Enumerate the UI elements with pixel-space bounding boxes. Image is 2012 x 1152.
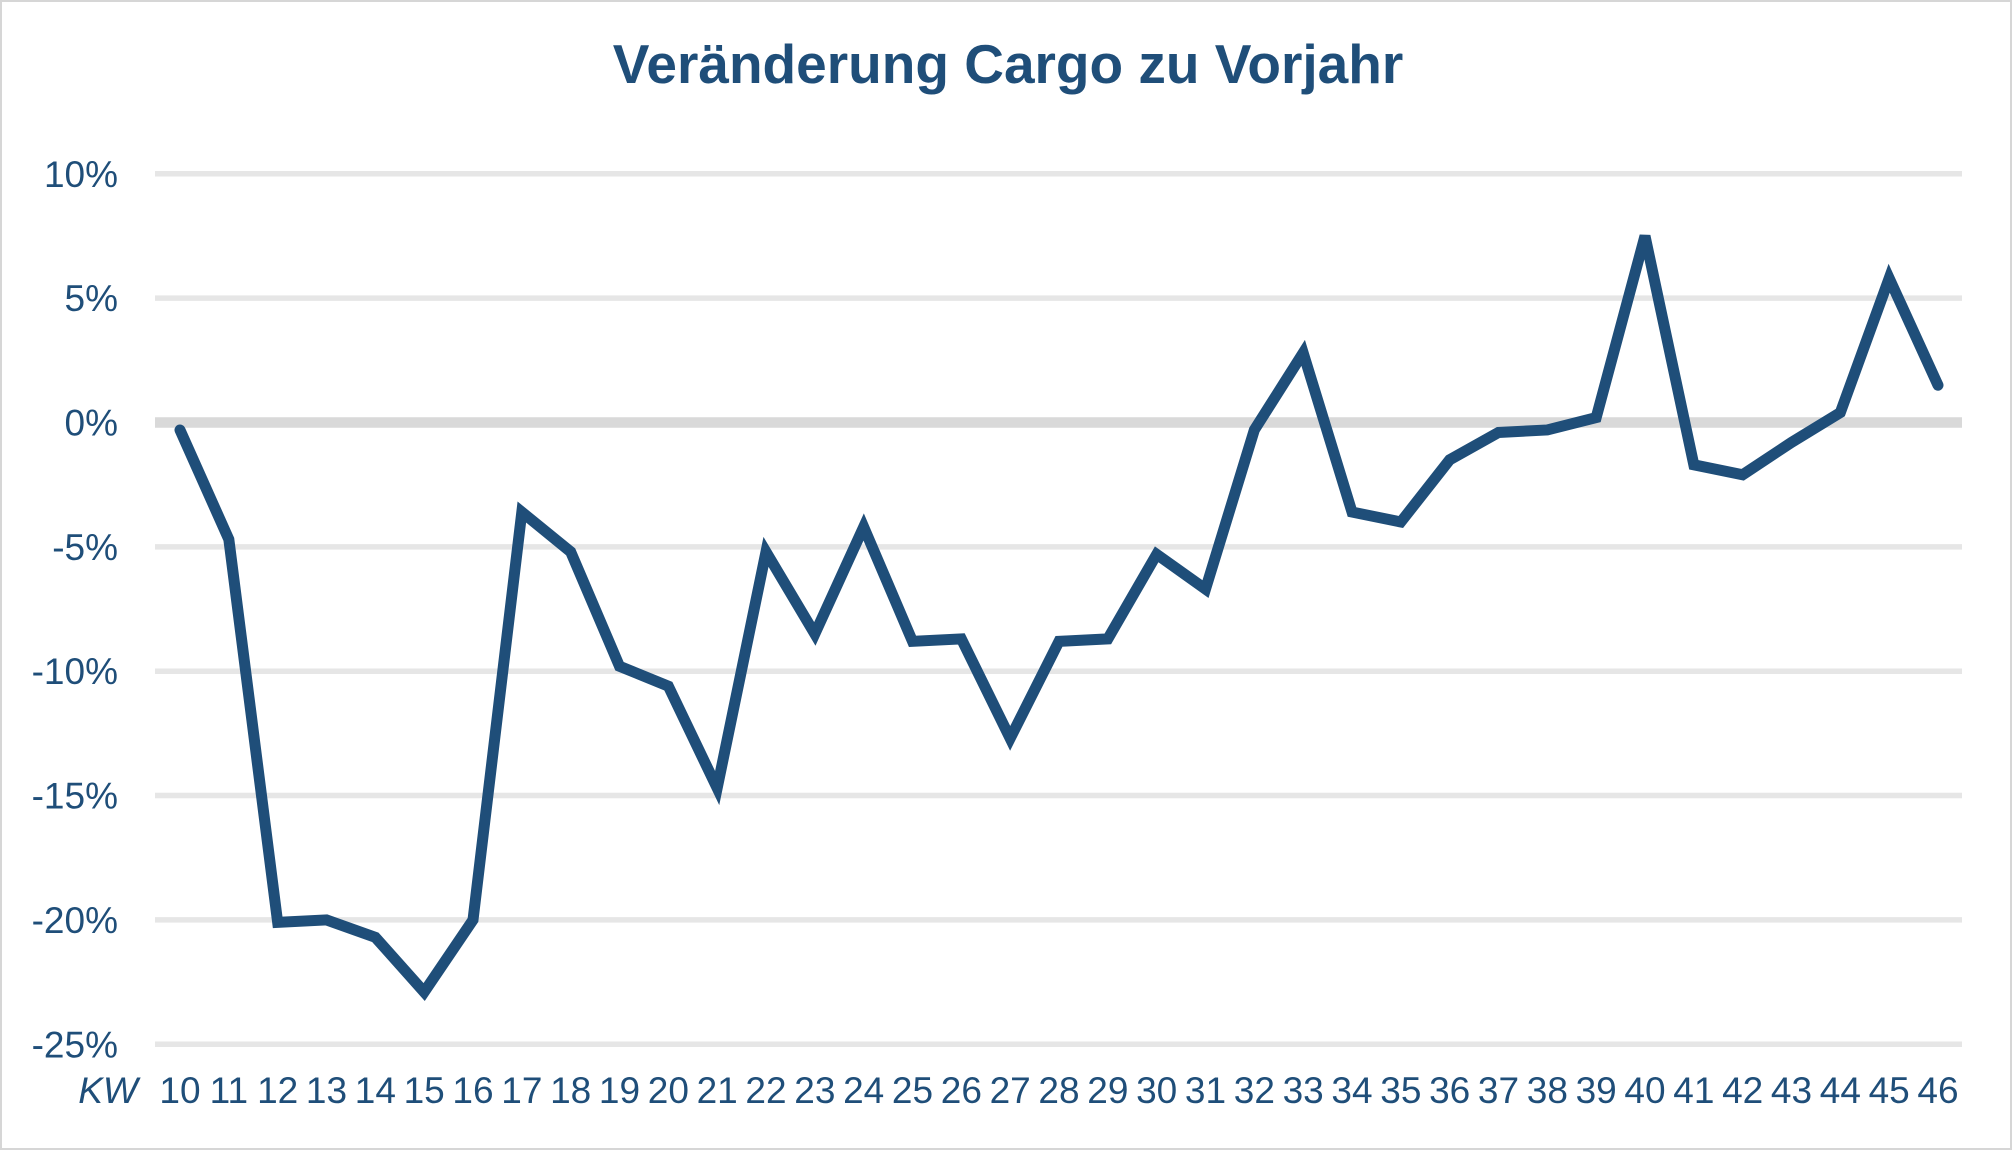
svg-text:43: 43 xyxy=(1771,1070,1812,1111)
svg-text:33: 33 xyxy=(1283,1070,1324,1111)
svg-text:35: 35 xyxy=(1380,1070,1421,1111)
svg-text:5%: 5% xyxy=(65,278,118,319)
svg-text:17: 17 xyxy=(501,1070,542,1111)
svg-text:30: 30 xyxy=(1136,1070,1177,1111)
svg-text:27: 27 xyxy=(990,1070,1031,1111)
svg-text:46: 46 xyxy=(1917,1070,1958,1111)
svg-text:-5%: -5% xyxy=(52,527,118,568)
svg-text:37: 37 xyxy=(1478,1070,1519,1111)
svg-text:19: 19 xyxy=(599,1070,640,1111)
svg-text:24: 24 xyxy=(843,1070,884,1111)
svg-text:39: 39 xyxy=(1576,1070,1617,1111)
svg-text:10: 10 xyxy=(159,1070,200,1111)
svg-text:-25%: -25% xyxy=(32,1024,118,1065)
svg-text:10%: 10% xyxy=(44,154,118,195)
svg-text:20: 20 xyxy=(648,1070,689,1111)
svg-text:15: 15 xyxy=(404,1070,445,1111)
svg-text:-20%: -20% xyxy=(32,900,118,941)
svg-text:18: 18 xyxy=(550,1070,591,1111)
svg-text:22: 22 xyxy=(745,1070,786,1111)
svg-text:-10%: -10% xyxy=(32,651,118,692)
svg-text:41: 41 xyxy=(1673,1070,1714,1111)
svg-text:28: 28 xyxy=(1038,1070,1079,1111)
svg-text:38: 38 xyxy=(1527,1070,1568,1111)
svg-text:42: 42 xyxy=(1722,1070,1763,1111)
svg-text:44: 44 xyxy=(1820,1070,1861,1111)
svg-text:KW: KW xyxy=(78,1070,141,1111)
svg-text:40: 40 xyxy=(1624,1070,1665,1111)
svg-text:-15%: -15% xyxy=(32,776,118,817)
svg-text:11: 11 xyxy=(210,1070,248,1111)
svg-text:32: 32 xyxy=(1234,1070,1275,1111)
svg-text:31: 31 xyxy=(1185,1070,1226,1111)
svg-text:26: 26 xyxy=(941,1070,982,1111)
svg-text:0%: 0% xyxy=(65,403,118,444)
svg-text:36: 36 xyxy=(1429,1070,1470,1111)
svg-text:14: 14 xyxy=(355,1070,396,1111)
svg-text:13: 13 xyxy=(306,1070,347,1111)
svg-text:29: 29 xyxy=(1087,1070,1128,1111)
svg-text:16: 16 xyxy=(452,1070,493,1111)
svg-text:21: 21 xyxy=(697,1070,738,1111)
svg-text:34: 34 xyxy=(1331,1070,1372,1111)
svg-text:25: 25 xyxy=(892,1070,933,1111)
svg-text:45: 45 xyxy=(1869,1070,1910,1111)
svg-text:12: 12 xyxy=(257,1070,298,1111)
svg-text:23: 23 xyxy=(794,1070,835,1111)
